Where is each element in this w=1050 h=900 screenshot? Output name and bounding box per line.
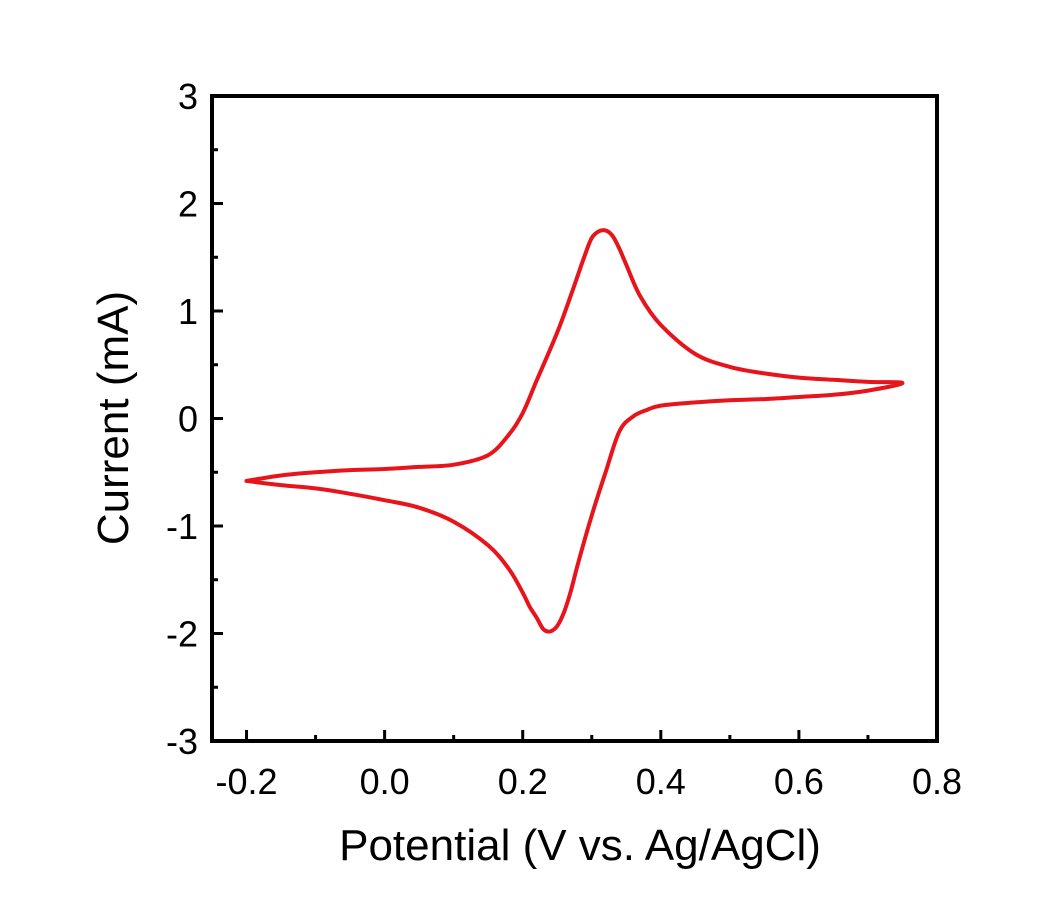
x-tick-label: 0.0 — [360, 761, 410, 802]
axis-tick-labels: -0.2 0.0 0.2 0.4 0.6 0.8 -3 -2 -1 0 1 2 3 — [166, 76, 962, 802]
y-tick-label: 2 — [178, 184, 198, 225]
cv-curve-line — [244, 228, 905, 634]
x-tick-label: 0.2 — [498, 761, 548, 802]
y-axis-title: Current (mA) — [89, 291, 138, 545]
x-tick-label: 0.6 — [774, 761, 824, 802]
y-tick-label: -1 — [166, 506, 198, 547]
axis-ticks — [212, 94, 939, 743]
x-tick-label: 0.8 — [912, 761, 962, 802]
y-tick-label: -3 — [166, 721, 198, 762]
x-tick-label: -0.2 — [216, 761, 278, 802]
y-tick-label: 3 — [178, 76, 198, 117]
y-tick-label: 0 — [178, 399, 198, 440]
y-tick-label: -2 — [166, 614, 198, 655]
y-tick-label: 1 — [178, 291, 198, 332]
plot-frame — [210, 94, 939, 743]
x-axis-title: Potential (V vs. Ag/AgCl) — [339, 821, 821, 870]
x-tick-label: 0.4 — [636, 761, 686, 802]
